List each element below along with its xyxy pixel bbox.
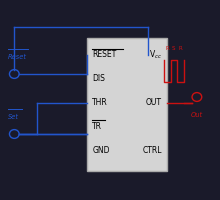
Text: OUT: OUT [146, 98, 162, 107]
Text: Reset: Reset [8, 54, 27, 60]
Text: V$_{cc}$: V$_{cc}$ [148, 48, 162, 61]
Text: DIS: DIS [92, 74, 105, 83]
Text: Set: Set [8, 114, 19, 120]
Text: CTRL: CTRL [142, 146, 162, 155]
Text: TR: TR [92, 122, 102, 131]
Text: THR: THR [92, 98, 108, 107]
Text: R: R [165, 46, 169, 51]
Text: Out: Out [191, 112, 203, 118]
Bar [87, 38, 167, 171]
Text: S: S [172, 46, 176, 51]
Text: RESET: RESET [92, 50, 117, 59]
Text: R: R [178, 46, 182, 51]
Text: GND: GND [92, 146, 110, 155]
